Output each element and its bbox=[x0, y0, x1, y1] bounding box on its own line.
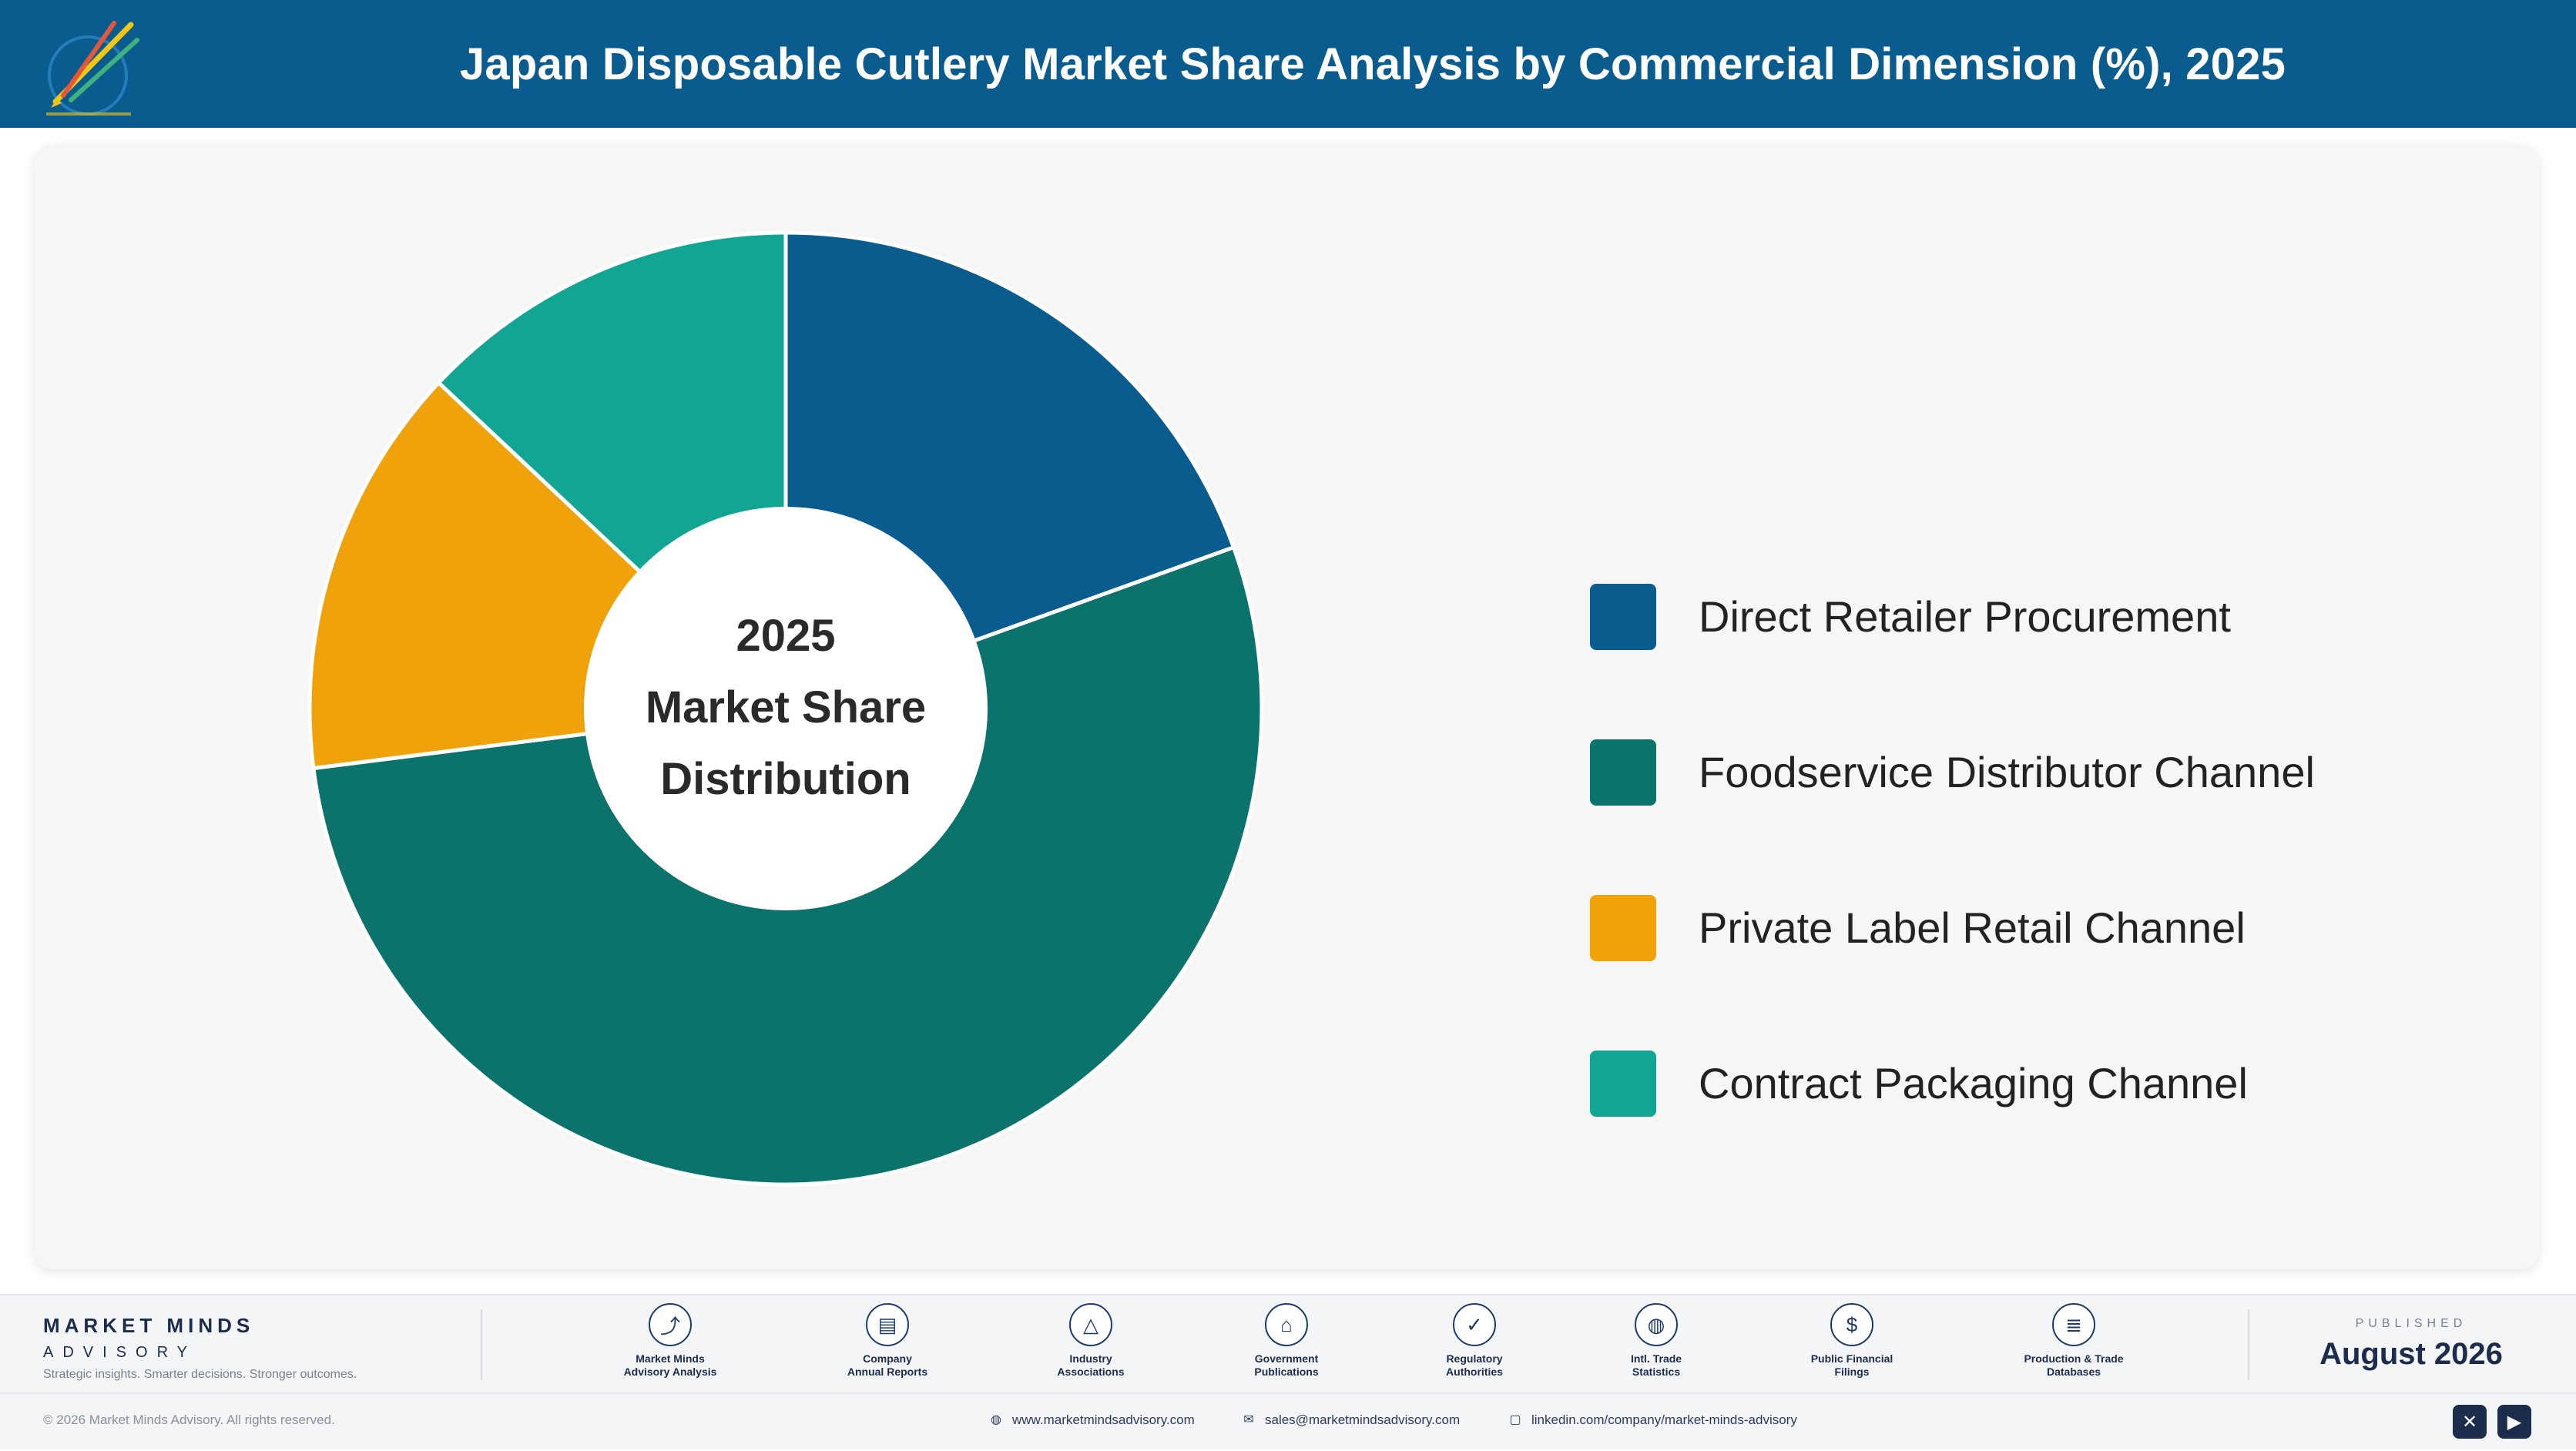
source-label: Regulatory Authorities bbox=[1446, 1352, 1503, 1378]
copyright-bar: © 2026 Market Minds Advisory. All rights… bbox=[0, 1392, 2576, 1451]
government-building-icon: ⌂ bbox=[1265, 1303, 1308, 1346]
linkedin-link[interactable]: ▢ linkedin.com/company/market-minds-advi… bbox=[1508, 1412, 1797, 1428]
source-label: Market Minds Advisory Analysis bbox=[623, 1352, 717, 1378]
network-icon: △ bbox=[1069, 1303, 1112, 1346]
source-item: ▤ Company Annual Reports bbox=[803, 1303, 972, 1379]
document-icon: ▤ bbox=[866, 1303, 909, 1346]
footer-divider bbox=[481, 1309, 482, 1380]
legend-label: Direct Retailer Procurement bbox=[1699, 592, 2231, 641]
page-title: Japan Disposable Cutlery Market Share An… bbox=[459, 39, 2286, 89]
source-item: ✓ Regulatory Authorities bbox=[1390, 1303, 1559, 1379]
globe-icon: ◍ bbox=[991, 1413, 1001, 1426]
youtube-icon[interactable]: ▶ bbox=[2497, 1405, 2531, 1439]
header-bar: Japan Disposable Cutlery Market Share An… bbox=[0, 0, 2576, 128]
source-item: ⌂ Government Publications bbox=[1202, 1303, 1371, 1379]
database-icon: ≣ bbox=[2052, 1303, 2095, 1346]
website-link[interactable]: ◍ www.marketmindsadvisory.com bbox=[989, 1412, 1195, 1428]
linkedin-text: linkedin.com/company/market-minds-adviso… bbox=[1531, 1412, 1797, 1427]
source-label: Public Financial Filings bbox=[1810, 1352, 1893, 1378]
copyright-text: © 2026 Market Minds Advisory. All rights… bbox=[43, 1412, 335, 1427]
globe-icon: ◍ bbox=[1635, 1303, 1678, 1346]
legend-label: Private Label Retail Channel bbox=[1699, 903, 2246, 952]
legend-item: Private Label Retail Channel bbox=[1590, 895, 2315, 1051]
legend-swatch bbox=[1590, 739, 1656, 806]
published-date: August 2026 bbox=[2319, 1337, 2503, 1371]
source-item: $ Public Financial Filings bbox=[1767, 1303, 1937, 1379]
footer: MARKET MINDS ADVISORY Strategic insights… bbox=[0, 1294, 2576, 1449]
market-minds-logo bbox=[46, 21, 139, 116]
published-label: PUBLISHED bbox=[2355, 1317, 2467, 1330]
legend-item: Direct Retailer Procurement bbox=[1590, 584, 2315, 739]
brand-name: MARKET MINDS bbox=[43, 1314, 255, 1337]
mail-icon: ✉ bbox=[1243, 1413, 1254, 1426]
legend-swatch bbox=[1590, 895, 1656, 961]
data-sources: ⤴ Market Minds Advisory Analysis ▤ Compa… bbox=[585, 1303, 2157, 1396]
donut-hole bbox=[584, 507, 988, 910]
legend-label: Foodservice Distributor Channel bbox=[1699, 748, 2315, 796]
currency-icon: $ bbox=[1830, 1303, 1873, 1346]
published-block: PUBLISHED August 2026 bbox=[2265, 1317, 2558, 1372]
legend-label: Contract Packaging Channel bbox=[1699, 1059, 2248, 1108]
source-label: Company Annual Reports bbox=[847, 1352, 928, 1378]
email-link[interactable]: ✉ sales@marketmindsadvisory.com bbox=[1242, 1412, 1460, 1428]
source-item: ◍ Intl. Trade Statistics bbox=[1571, 1303, 1741, 1379]
center-label-year: 2025 bbox=[736, 611, 835, 661]
footer-divider bbox=[2248, 1309, 2249, 1380]
source-item: ⤴ Market Minds Advisory Analysis bbox=[585, 1303, 755, 1379]
shield-check-icon: ✓ bbox=[1453, 1303, 1496, 1346]
legend-swatch bbox=[1590, 1051, 1656, 1117]
source-item: △ Industry Associations bbox=[1006, 1303, 1176, 1379]
legend-item: Contract Packaging Channel bbox=[1590, 1051, 2315, 1206]
footer-brand: MARKET MINDS ADVISORY Strategic insights… bbox=[43, 1314, 357, 1382]
center-label-line-3: Distribution bbox=[660, 754, 911, 804]
linkedin-icon: ▢ bbox=[1509, 1413, 1521, 1426]
brand-tagline: Strategic insights. Smarter decisions. S… bbox=[43, 1368, 357, 1381]
chart-card: 2025 Market Share Distribution Direct Re… bbox=[34, 145, 2539, 1269]
source-label: Government Publications bbox=[1254, 1352, 1319, 1378]
source-label: Industry Associations bbox=[1057, 1352, 1125, 1378]
source-label: Production & Trade Databases bbox=[2024, 1352, 2124, 1378]
donut-chart: 2025 Market Share Distribution bbox=[307, 230, 1264, 1187]
trend-chart-icon: ⤴ bbox=[649, 1303, 692, 1346]
source-label: Intl. Trade Statistics bbox=[1630, 1352, 1682, 1378]
center-label-line-2: Market Share bbox=[646, 682, 926, 732]
source-item: ≣ Production & Trade Databases bbox=[1989, 1303, 2158, 1379]
legend-item: Foodservice Distributor Channel bbox=[1590, 739, 2315, 895]
legend-swatch bbox=[1590, 584, 1656, 650]
x-social-icon[interactable]: ✕ bbox=[2453, 1405, 2487, 1439]
email-text: sales@marketmindsadvisory.com bbox=[1265, 1412, 1461, 1427]
website-text: www.marketmindsadvisory.com bbox=[1012, 1412, 1195, 1427]
chart-legend: Direct Retailer Procurement Foodservice … bbox=[1590, 584, 2315, 1206]
brand-subtitle: ADVISORY bbox=[43, 1344, 196, 1361]
